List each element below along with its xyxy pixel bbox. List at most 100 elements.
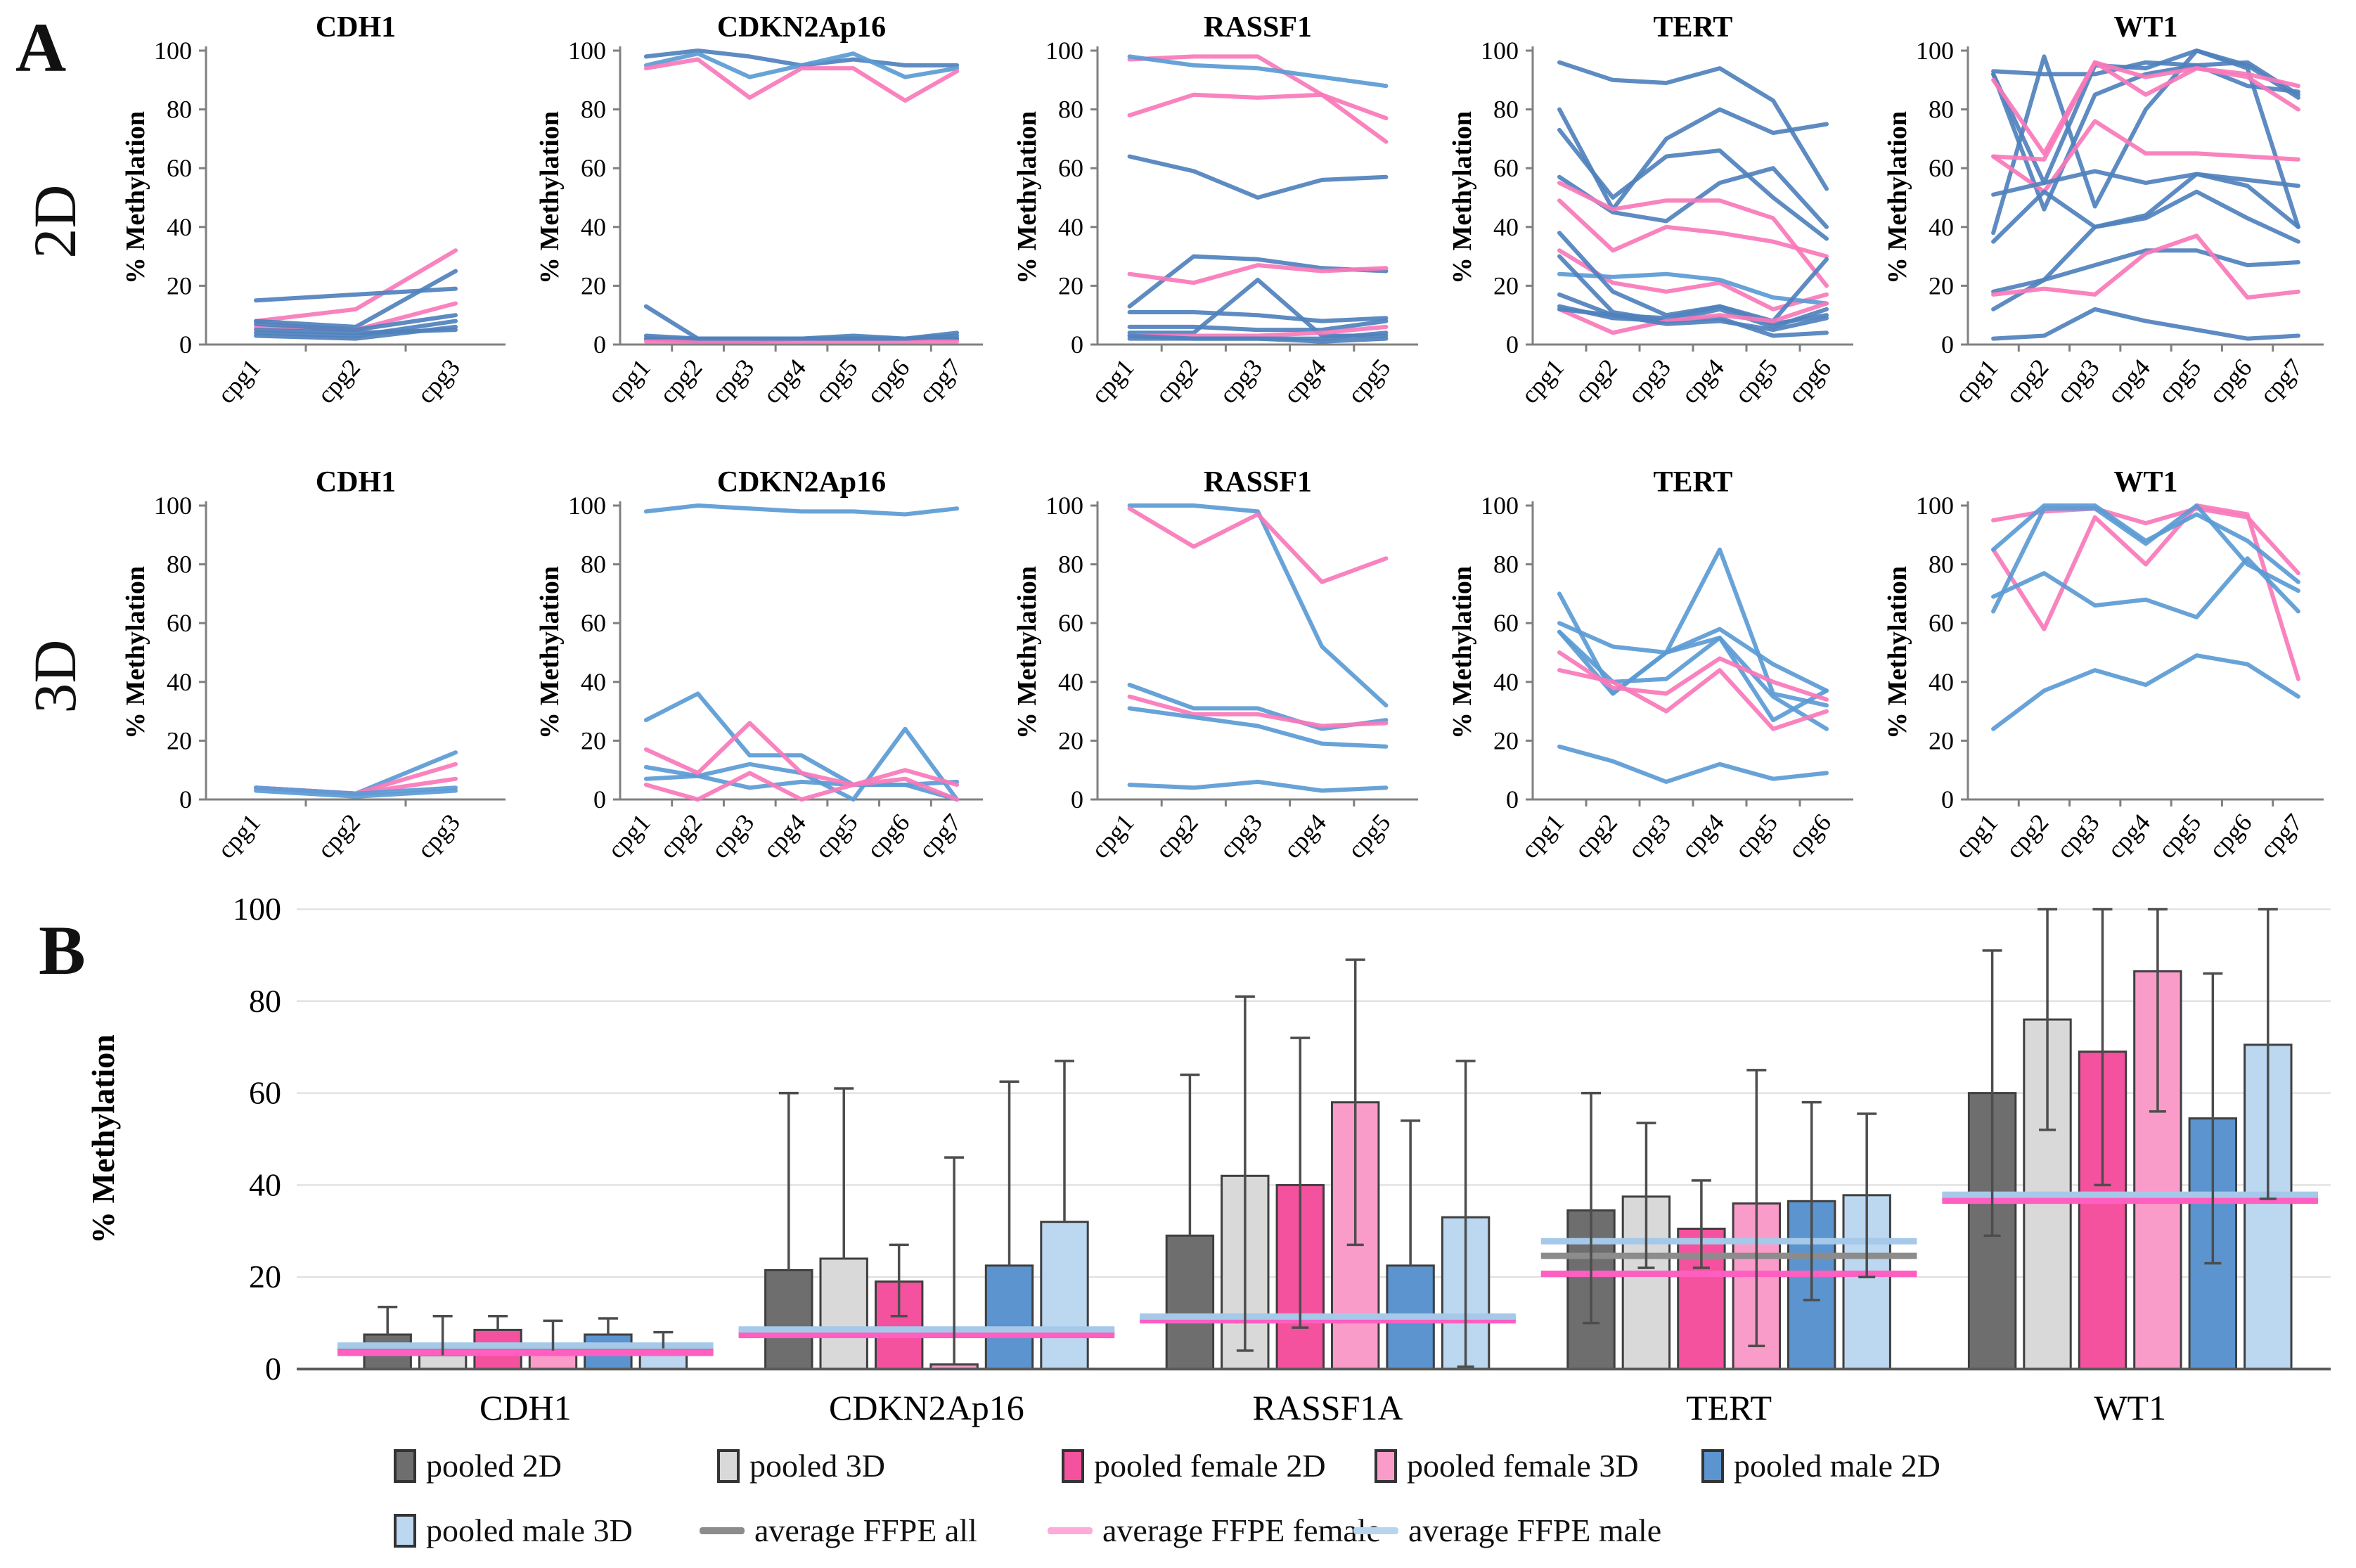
svg-text:0: 0 [265,1351,281,1387]
series-line [1991,556,2300,619]
series-line [643,333,960,341]
x-tick-label: cpg2 [2000,354,2054,409]
series-line [643,771,960,802]
chart-legend: pooled 2D pooled 3D pooled female 2D pooled… [0,1441,2356,1568]
chart-title: WT1 [2113,11,2177,44]
svg-text:80: 80 [249,983,281,1019]
x-tick-label: cpg3 [706,354,760,409]
chart-title: CDH1 [316,466,396,499]
legend-label: average FFPE female [1102,1512,1381,1548]
chart-cell-2D-RASSF1: RASSF1% Methylation 0 20 40 60 80 100 cpg1 cpg2 c… [1008,7,1429,441]
svg-text:80: 80 [581,551,606,579]
series-line [1557,307,1829,333]
svg-text:40: 40 [1058,213,1083,241]
x-tick-label: cpg5 [1729,354,1783,409]
legend-swatch-pooled-2D [394,1448,416,1483]
series-line [1127,694,1389,728]
x-tick-label: cpg4 [1675,354,1730,409]
y-axis-title: % Methylation [535,566,565,739]
x-tick-label: cpg1 [1950,354,2004,409]
gene-label: RASSF1A [1253,1388,1403,1427]
series-line [643,726,960,802]
series-line [1127,336,1389,344]
x-tick-label: cpg7 [2254,809,2308,864]
svg-text:40: 40 [581,213,606,241]
chart-title: CDKN2Ap16 [717,466,886,499]
line-chart-2D-CDH1: CDH1 % Methylation 0 20 40 60 80 100 cpg1 cpg2 cpg… [121,11,506,409]
series-line [1991,503,2300,681]
legend-item-pooled-3D: pooled 3D [717,1447,885,1484]
svg-text:100: 100 [154,491,192,520]
y-axis-title: % Methylation [1883,111,1912,284]
svg-text:20: 20 [1058,271,1083,300]
svg-text:40: 40 [1929,668,1954,696]
svg-text:40: 40 [1493,213,1519,241]
line-chart-3D-CDKN2Ap16: CDKN2Ap16% Methylation020406080100cpg1cp… [535,466,983,864]
legend-swatch-average-FFPE-male [1353,1527,1398,1534]
x-tick-label: cpg5 [809,354,863,409]
svg-text:0: 0 [179,330,192,359]
chart-title: TERT [1654,466,1733,499]
legend-item-average-FFPE-female: average FFPE female [1048,1512,1381,1549]
x-tick-label: cpg1 [1086,809,1140,864]
series-line [643,57,960,103]
series-line [643,773,960,790]
legend-label: pooled female 3D [1407,1448,1639,1484]
series-line [1991,60,2300,97]
x-tick-label: cpg2 [311,354,366,409]
chart-cell-3D-CDKN2Ap16: CDKN2Ap16% Methylation 0 20 40 60 80 100 cpg1 cp… [530,462,994,896]
series-line [1991,189,2300,294]
chart-cell-2D-CDH1: CDH1 % Methylation 0 20 40 60 80 100 cpg1 cpg2 cpg… [116,7,517,441]
svg-text:0: 0 [1506,785,1519,814]
svg-text:0: 0 [1506,330,1519,359]
line-chart-3D-WT1: WT1 % Methylation 0 20 40 60 80 100 cpg1cpg2cpg3… [1883,466,2324,864]
x-tick-label: cpg1 [602,354,656,409]
x-tick-label: cpg3 [2051,809,2105,864]
bar-pooled-female-2D [1677,1228,1726,1370]
x-tick-label: cpg5 [2153,354,2207,409]
svg-text:80: 80 [1929,96,1954,124]
chart-title: WT1 [2113,466,2177,499]
bar-chart-svg: % Methylation 0 20 40 60 80 100 CDH1 CDKN2Ap16 RA… [85,891,2331,1427]
svg-text:60: 60 [581,609,606,637]
x-tick-label: cpg2 [1150,809,1204,864]
series-line [1127,54,1389,144]
chart-cell-3D-CDH1: CDH1 % Methylation 0 20 40 60 80 100 cpg1 cpg2 cpg… [116,462,517,896]
x-tick-label: cpg5 [1729,809,1783,864]
legend-swatch-pooled-3D [717,1448,740,1483]
legend-label: average FFPE male [1408,1512,1662,1548]
gene-label: CDH1 [479,1388,572,1427]
svg-text:100: 100 [233,891,281,927]
svg-text:100: 100 [568,37,606,65]
svg-text:0: 0 [179,785,192,814]
series-line [254,785,458,796]
x-tick-label: cpg5 [809,809,863,864]
svg-text:100: 100 [154,37,192,65]
svg-text:20: 20 [1058,726,1083,754]
svg-text:40: 40 [1929,213,1954,241]
gene-label: WT1 [2094,1388,2166,1427]
bar-pooled-3D [418,1354,468,1370]
legend-item-pooled-female-2D: pooled female 2D [1062,1447,1326,1484]
x-tick-label: cpg4 [2101,809,2156,864]
chart-title: RASSF1 [1204,466,1312,499]
svg-text:40: 40 [167,213,192,241]
x-tick-label: cpg1 [212,354,266,409]
svg-text:20: 20 [581,271,606,300]
series-line [1991,60,2300,162]
svg-text:60: 60 [1058,609,1083,637]
series-line [1557,166,1829,229]
series-line [1127,319,1389,333]
svg-text:20: 20 [1929,271,1954,300]
bar-pooled-male-3D [1040,1221,1089,1370]
series-line [643,721,960,788]
series-line [1557,181,1829,288]
svg-text:20: 20 [249,1259,281,1294]
svg-text:0: 0 [1071,785,1083,814]
series-line [643,304,960,341]
x-tick-label: cpg7 [2254,354,2308,409]
series-line [1557,547,1829,708]
svg-text:40: 40 [1058,668,1083,696]
series-line [1991,248,2300,311]
